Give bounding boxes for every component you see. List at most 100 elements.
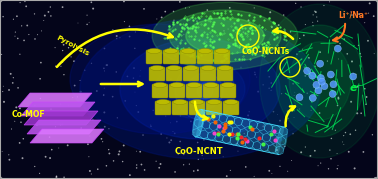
FancyBboxPatch shape bbox=[186, 84, 202, 98]
Point bbox=[260, 125, 266, 128]
Point bbox=[360, 151, 366, 153]
Point bbox=[346, 150, 352, 153]
Point bbox=[18, 121, 24, 124]
Point bbox=[15, 86, 21, 89]
Point bbox=[297, 108, 303, 110]
Point bbox=[114, 116, 120, 119]
Point bbox=[186, 115, 192, 118]
Point bbox=[288, 159, 294, 162]
Point bbox=[1, 100, 7, 103]
Point bbox=[0, 85, 6, 88]
Point bbox=[43, 155, 49, 158]
Point bbox=[164, 137, 170, 139]
Point bbox=[198, 67, 204, 70]
Point bbox=[36, 119, 42, 122]
Circle shape bbox=[329, 90, 336, 98]
Point bbox=[22, 0, 28, 3]
Point bbox=[133, 166, 139, 169]
Circle shape bbox=[304, 67, 311, 74]
Point bbox=[291, 116, 297, 119]
Point bbox=[132, 47, 138, 50]
Point bbox=[116, 150, 122, 153]
Ellipse shape bbox=[167, 66, 181, 71]
Ellipse shape bbox=[169, 10, 281, 62]
Point bbox=[53, 121, 59, 124]
FancyBboxPatch shape bbox=[214, 50, 230, 64]
Text: Pyrolysis: Pyrolysis bbox=[55, 35, 90, 57]
Point bbox=[337, 42, 343, 45]
Point bbox=[159, 16, 165, 19]
Point bbox=[126, 25, 132, 28]
Point bbox=[194, 76, 200, 78]
Point bbox=[144, 32, 150, 35]
Point bbox=[122, 100, 128, 102]
Point bbox=[195, 134, 201, 137]
Point bbox=[88, 173, 94, 175]
Point bbox=[127, 35, 133, 38]
Text: Li⁺/Na⁺: Li⁺/Na⁺ bbox=[338, 10, 368, 19]
Point bbox=[142, 168, 148, 171]
Point bbox=[140, 134, 146, 136]
Point bbox=[285, 170, 291, 173]
Point bbox=[279, 92, 285, 95]
Point bbox=[121, 144, 127, 147]
Point bbox=[130, 77, 136, 80]
Point bbox=[175, 22, 181, 25]
Point bbox=[12, 35, 18, 38]
Point bbox=[254, 76, 260, 78]
Ellipse shape bbox=[164, 49, 178, 54]
Point bbox=[214, 133, 220, 136]
Point bbox=[90, 118, 96, 121]
Point bbox=[310, 24, 316, 27]
Point bbox=[162, 10, 168, 13]
Point bbox=[307, 154, 313, 157]
Point bbox=[56, 147, 62, 149]
Point bbox=[24, 105, 30, 108]
Point bbox=[0, 150, 5, 153]
Point bbox=[47, 6, 53, 8]
Point bbox=[266, 169, 272, 172]
Point bbox=[158, 163, 164, 165]
Point bbox=[59, 61, 65, 64]
Ellipse shape bbox=[218, 66, 232, 71]
Point bbox=[304, 92, 310, 95]
Point bbox=[251, 6, 257, 9]
Point bbox=[103, 64, 109, 67]
Point bbox=[60, 43, 67, 46]
Point bbox=[172, 171, 178, 173]
Point bbox=[39, 30, 45, 32]
Point bbox=[37, 172, 43, 175]
Point bbox=[110, 28, 116, 31]
Point bbox=[290, 82, 296, 85]
FancyBboxPatch shape bbox=[166, 67, 182, 81]
Point bbox=[352, 167, 358, 170]
Circle shape bbox=[309, 72, 316, 79]
Point bbox=[291, 94, 297, 97]
Point bbox=[0, 15, 6, 18]
Point bbox=[306, 57, 312, 59]
Point bbox=[270, 110, 276, 113]
Point bbox=[266, 87, 272, 90]
Point bbox=[98, 137, 104, 140]
Point bbox=[65, 144, 71, 147]
Point bbox=[137, 75, 143, 78]
Point bbox=[70, 96, 76, 99]
Point bbox=[240, 31, 246, 34]
Point bbox=[153, 160, 159, 163]
Point bbox=[154, 23, 160, 26]
Point bbox=[104, 164, 110, 167]
Point bbox=[348, 100, 354, 103]
Point bbox=[138, 69, 144, 72]
Point bbox=[65, 104, 71, 107]
Point bbox=[191, 131, 197, 134]
Point bbox=[177, 0, 183, 3]
Point bbox=[209, 34, 215, 37]
Circle shape bbox=[317, 60, 324, 67]
Ellipse shape bbox=[156, 100, 170, 105]
Point bbox=[49, 148, 55, 151]
Point bbox=[121, 0, 127, 3]
Point bbox=[141, 8, 147, 10]
Point bbox=[308, 109, 314, 112]
Point bbox=[354, 112, 360, 115]
Point bbox=[310, 21, 316, 24]
